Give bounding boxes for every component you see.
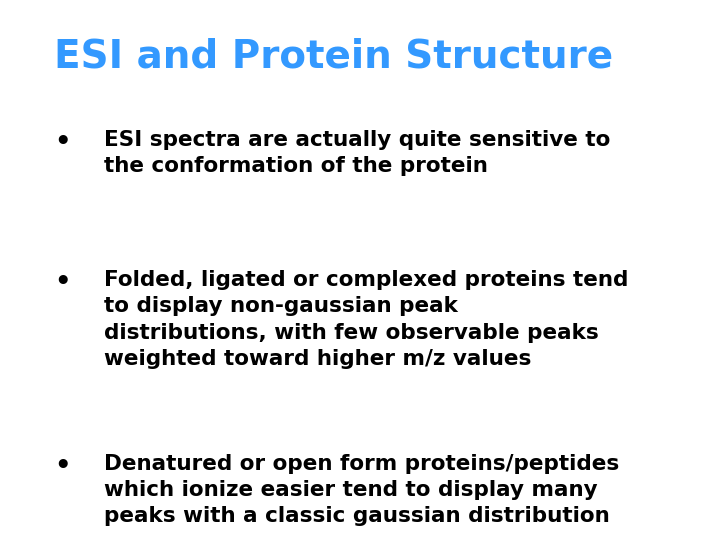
Text: Denatured or open form proteins/peptides
which ionize easier tend to display man: Denatured or open form proteins/peptides… <box>104 454 620 526</box>
Text: Folded, ligated or complexed proteins tend
to display non-gaussian peak
distribu: Folded, ligated or complexed proteins te… <box>104 270 629 369</box>
Text: ESI and Protein Structure: ESI and Protein Structure <box>54 38 613 76</box>
Text: •: • <box>54 270 71 296</box>
Text: •: • <box>54 130 71 156</box>
Text: ESI spectra are actually quite sensitive to
the conformation of the protein: ESI spectra are actually quite sensitive… <box>104 130 611 176</box>
Text: •: • <box>54 454 71 480</box>
